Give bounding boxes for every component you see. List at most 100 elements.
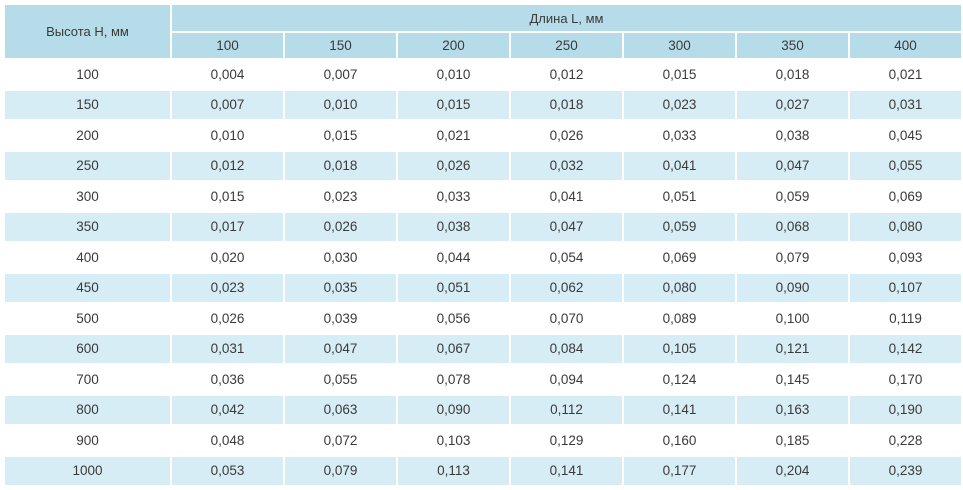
row-header-cell: 400 bbox=[5, 243, 170, 272]
table-cell: 0,051 bbox=[398, 273, 509, 302]
table-cell: 0,056 bbox=[398, 304, 509, 333]
table-cell: 0,163 bbox=[737, 395, 848, 424]
table-cell: 0,079 bbox=[285, 456, 396, 485]
table-cell: 0,041 bbox=[511, 182, 622, 211]
table-cell: 0,012 bbox=[172, 151, 283, 180]
table-cell: 0,089 bbox=[624, 304, 735, 333]
table-cell: 0,185 bbox=[737, 426, 848, 455]
table-cell: 0,031 bbox=[850, 90, 961, 119]
column-header: 100 bbox=[172, 33, 283, 58]
table-cell: 0,177 bbox=[624, 456, 735, 485]
table-cell: 0,018 bbox=[285, 151, 396, 180]
table-cell: 0,031 bbox=[172, 334, 283, 363]
table-cell: 0,059 bbox=[624, 212, 735, 241]
row-header-cell: 600 bbox=[5, 334, 170, 363]
table-cell: 0,090 bbox=[398, 395, 509, 424]
table-cell: 0,047 bbox=[285, 334, 396, 363]
table-cell: 0,067 bbox=[398, 334, 509, 363]
table-cell: 0,094 bbox=[511, 365, 622, 394]
table-cell: 0,015 bbox=[624, 60, 735, 89]
table-cell: 0,079 bbox=[737, 243, 848, 272]
table-cell: 0,004 bbox=[172, 60, 283, 89]
table-row: 500 0,026 0,039 0,056 0,070 0,089 0,100 0,119 bbox=[5, 304, 961, 333]
table-row: 250 0,012 0,018 0,026 0,032 0,041 0,047 0,055 bbox=[5, 151, 961, 180]
table-row: 300 0,015 0,023 0,033 0,041 0,051 0,059 0,069 bbox=[5, 182, 961, 211]
table-cell: 0,010 bbox=[398, 60, 509, 89]
table-cell: 0,170 bbox=[850, 365, 961, 394]
table-cell: 0,072 bbox=[285, 426, 396, 455]
dimensions-table: Высота H, мм Длина L, мм 100 150 200 250 300… bbox=[3, 3, 963, 487]
table-cell: 0,030 bbox=[285, 243, 396, 272]
table-cell: 0,141 bbox=[624, 395, 735, 424]
table-cell: 0,007 bbox=[285, 60, 396, 89]
column-group-label: Длина L, мм bbox=[172, 5, 961, 31]
table-cell: 0,051 bbox=[624, 182, 735, 211]
table-cell: 0,080 bbox=[850, 212, 961, 241]
table-row: 100 0,004 0,007 0,010 0,012 0,015 0,018 0,021 bbox=[5, 60, 961, 89]
table-cell: 0,090 bbox=[737, 273, 848, 302]
table-cell: 0,062 bbox=[511, 273, 622, 302]
table-cell: 0,141 bbox=[511, 456, 622, 485]
table-cell: 0,020 bbox=[172, 243, 283, 272]
table-cell: 0,021 bbox=[850, 60, 961, 89]
table-cell: 0,039 bbox=[285, 304, 396, 333]
row-header-cell: 500 bbox=[5, 304, 170, 333]
row-header-cell: 700 bbox=[5, 365, 170, 394]
table-cell: 0,239 bbox=[850, 456, 961, 485]
table-row: 450 0,023 0,035 0,051 0,062 0,080 0,090 0,107 bbox=[5, 273, 961, 302]
table-cell: 0,036 bbox=[172, 365, 283, 394]
table-header: Высота H, мм Длина L, мм 100 150 200 250 300… bbox=[5, 5, 961, 58]
row-header-cell: 800 bbox=[5, 395, 170, 424]
table-cell: 0,121 bbox=[737, 334, 848, 363]
table-cell: 0,038 bbox=[398, 212, 509, 241]
column-header: 400 bbox=[850, 33, 961, 58]
table-cell: 0,023 bbox=[285, 182, 396, 211]
table-cell: 0,113 bbox=[398, 456, 509, 485]
table-cell: 0,068 bbox=[737, 212, 848, 241]
row-header-label: Высота H, мм bbox=[5, 5, 170, 58]
table-cell: 0,048 bbox=[172, 426, 283, 455]
column-header: 150 bbox=[285, 33, 396, 58]
table-cell: 0,044 bbox=[398, 243, 509, 272]
table-cell: 0,100 bbox=[737, 304, 848, 333]
table-cell: 0,042 bbox=[172, 395, 283, 424]
table-cell: 0,041 bbox=[624, 151, 735, 180]
table-cell: 0,055 bbox=[285, 365, 396, 394]
table-row: 700 0,036 0,055 0,078 0,094 0,124 0,145 0,170 bbox=[5, 365, 961, 394]
table-body: 100 0,004 0,007 0,010 0,012 0,015 0,018 0,021 15… bbox=[5, 60, 961, 485]
table-cell: 0,015 bbox=[285, 121, 396, 150]
table-cell: 0,015 bbox=[398, 90, 509, 119]
row-header-cell: 150 bbox=[5, 90, 170, 119]
table-cell: 0,010 bbox=[285, 90, 396, 119]
row-header-cell: 900 bbox=[5, 426, 170, 455]
table-cell: 0,112 bbox=[511, 395, 622, 424]
table-cell: 0,007 bbox=[172, 90, 283, 119]
column-header-row: 100 150 200 250 300 350 400 bbox=[5, 33, 961, 58]
table-row: 150 0,007 0,010 0,015 0,018 0,023 0,027 0,031 bbox=[5, 90, 961, 119]
table-cell: 0,107 bbox=[850, 273, 961, 302]
table-cell: 0,023 bbox=[172, 273, 283, 302]
table-cell: 0,033 bbox=[624, 121, 735, 150]
table-cell: 0,047 bbox=[737, 151, 848, 180]
table-cell: 0,018 bbox=[511, 90, 622, 119]
table-cell: 0,026 bbox=[511, 121, 622, 150]
table-cell: 0,010 bbox=[172, 121, 283, 150]
row-header-cell: 1000 bbox=[5, 456, 170, 485]
table-cell: 0,105 bbox=[624, 334, 735, 363]
table-cell: 0,054 bbox=[511, 243, 622, 272]
table-cell: 0,018 bbox=[737, 60, 848, 89]
table-row: 1000 0,053 0,079 0,113 0,141 0,177 0,204 0,239 bbox=[5, 456, 961, 485]
row-header-cell: 200 bbox=[5, 121, 170, 150]
table-cell: 0,063 bbox=[285, 395, 396, 424]
row-header-cell: 100 bbox=[5, 60, 170, 89]
row-header-cell: 250 bbox=[5, 151, 170, 180]
table-cell: 0,204 bbox=[737, 456, 848, 485]
table-cell: 0,015 bbox=[172, 182, 283, 211]
table-row: 900 0,048 0,072 0,103 0,129 0,160 0,185 0,228 bbox=[5, 426, 961, 455]
table-cell: 0,103 bbox=[398, 426, 509, 455]
table-cell: 0,047 bbox=[511, 212, 622, 241]
table-cell: 0,038 bbox=[737, 121, 848, 150]
table-cell: 0,228 bbox=[850, 426, 961, 455]
table-row: 800 0,042 0,063 0,090 0,112 0,141 0,163 0,190 bbox=[5, 395, 961, 424]
